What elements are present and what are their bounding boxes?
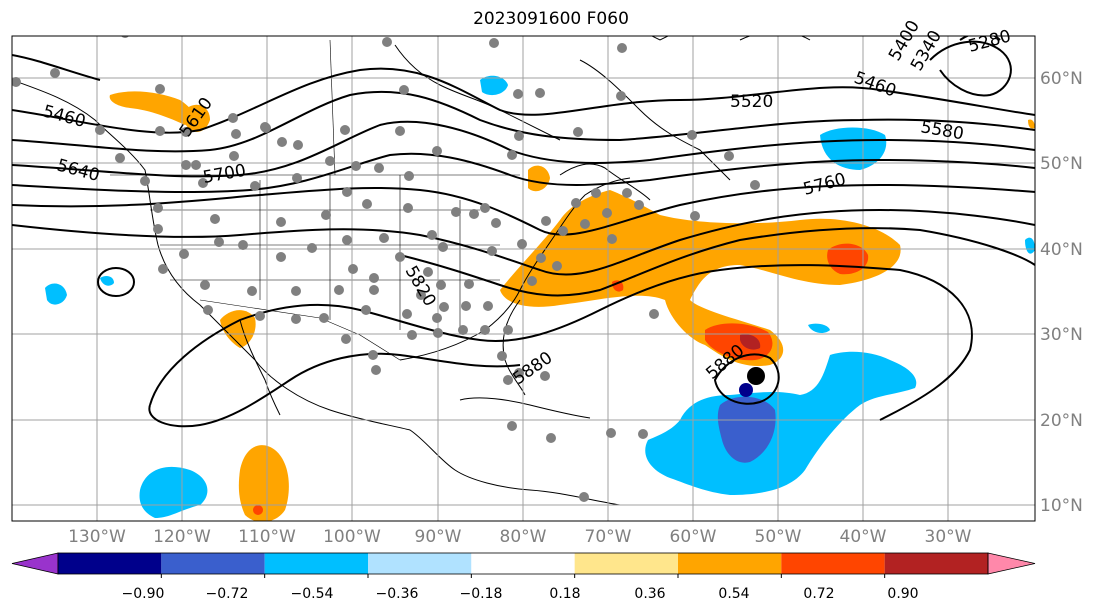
longitude-label: 120°W — [153, 527, 211, 547]
longitude-label: 100°W — [323, 527, 381, 547]
colorbar-segment — [471, 553, 575, 574]
latitude-label: 40°N — [1040, 240, 1083, 260]
colorbar — [11, 552, 1036, 578]
map-border — [11, 35, 1036, 522]
colorbar-tick-label: 0.18 — [549, 586, 580, 602]
storm-center-marker — [747, 367, 765, 385]
colorbar-tick-label: −0.36 — [376, 586, 419, 602]
longitude-label: 70°W — [585, 527, 632, 547]
station-dots — [12, 36, 760, 502]
colorbar-segment — [781, 553, 885, 574]
colorbar-segment — [368, 553, 472, 574]
colorbar-tick-label: −0.18 — [460, 586, 503, 602]
longitude-label: 30°W — [925, 527, 972, 547]
map-title: 2023091600 F060 — [473, 9, 629, 29]
longitude-label: 80°W — [500, 527, 547, 547]
colorbar-labels: −0.90 −0.72 −0.54 −0.36 −0.18 0.18 0.36 … — [122, 586, 919, 602]
colorbar-extend-high — [987, 552, 1036, 575]
colorbar-segment — [884, 553, 988, 574]
longitude-axis: 130°W 120°W 110°W 100°W 90°W 80°W 70°W 6… — [68, 527, 972, 547]
colorbar-segment — [678, 553, 782, 574]
longitude-label: 40°W — [840, 527, 887, 547]
longitude-label: 50°W — [755, 527, 802, 547]
latitude-label: 60°N — [1040, 69, 1083, 89]
colorbar-segment — [58, 553, 162, 574]
latitude-label: 30°N — [1040, 325, 1083, 345]
contour-label: 5520 — [730, 92, 773, 112]
shaded-field — [45, 75, 1035, 521]
longitude-label: 110°W — [238, 527, 296, 547]
height-contours — [12, 36, 1035, 428]
longitude-label: 60°W — [670, 527, 717, 547]
latitude-label: 10°N — [1040, 496, 1083, 516]
latitude-axis: 60°N 50°N 40°N 30°N 20°N 10°N — [1040, 69, 1083, 516]
colorbar-extend-low — [11, 552, 59, 575]
colorbar-tick-label: −0.72 — [206, 586, 249, 602]
colorbar-tick-label: 0.72 — [803, 586, 834, 602]
colorbar-tick-label: 0.36 — [634, 586, 665, 602]
colorbar-tick-label: −0.90 — [122, 586, 165, 602]
colorbar-border — [57, 552, 989, 575]
colorbar-segment — [574, 553, 678, 574]
colorbar-tick-label: 0.90 — [887, 586, 918, 602]
latitude-label: 20°N — [1040, 411, 1083, 431]
longitude-label: 90°W — [415, 527, 462, 547]
colorbar-segment — [264, 553, 368, 574]
colorbar-tick-label: 0.54 — [718, 586, 749, 602]
latitude-label: 50°N — [1040, 154, 1083, 174]
colorbar-tick-label: −0.54 — [291, 586, 334, 602]
longitude-label: 130°W — [68, 527, 126, 547]
colorbar-segment — [161, 553, 265, 574]
